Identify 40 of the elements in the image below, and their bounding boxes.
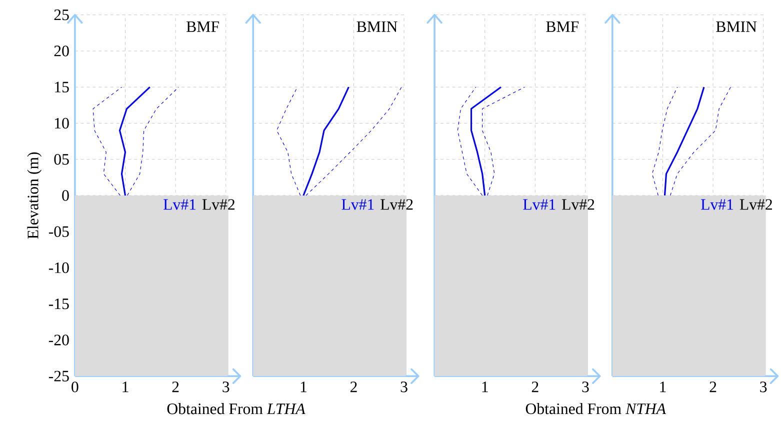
annotation: BMF (186, 22, 219, 32)
annotation: Lv#2 (380, 199, 413, 210)
x-tick-label: 3 (222, 382, 230, 392)
y-axis-title: Elevation (m) (27, 152, 42, 239)
x-axis-title: Obtained From LTHA (167, 403, 306, 414)
y-tick-label: 15 (55, 82, 69, 93)
annotation: Lv#1 (523, 199, 556, 210)
x-tick-label: 2 (172, 382, 179, 392)
x-tick-label: 2 (532, 382, 538, 392)
x-tick-label: 1 (300, 382, 306, 392)
y-tick-label: 0 (62, 190, 69, 202)
annotation: BMIN (716, 22, 757, 32)
x-tick-label: 2 (710, 382, 716, 392)
annotation: Lv#2 (202, 199, 235, 210)
x-tick-label: 3 (400, 382, 408, 392)
y-tick-label: -10 (48, 262, 69, 274)
annotation: BMIN (356, 22, 398, 32)
annotation: Lv#1 (342, 199, 374, 210)
annotation: BMF (546, 22, 579, 32)
annotation: Lv#1 (701, 199, 734, 210)
y-tick-label: 20 (54, 46, 69, 57)
x-tick-label: 1 (482, 382, 488, 392)
line-series (92, 86, 122, 196)
y-tick-label: 05 (54, 154, 69, 165)
annotation: Lv#1 (164, 199, 196, 210)
x-tick-label: 1 (122, 382, 128, 392)
y-tick-label: -05 (48, 226, 69, 238)
y-tick-label: 25 (54, 10, 69, 20)
annotation: Lv#2 (562, 199, 594, 210)
x-axis-title: Obtained From NTHA (526, 403, 666, 414)
x-tick-label: 3 (760, 382, 767, 392)
x-tick-label: 0 (72, 382, 78, 392)
annotation: Lv#2 (740, 199, 772, 210)
y-tick-label: -25 (48, 371, 69, 382)
x-tick-label: 2 (350, 382, 357, 392)
y-tick-label: -15 (48, 298, 69, 310)
y-tick-label: 10 (55, 118, 69, 129)
x-tick-label: 3 (582, 382, 589, 392)
x-tick-label: 1 (660, 382, 666, 392)
y-tick-label: -20 (48, 334, 69, 346)
